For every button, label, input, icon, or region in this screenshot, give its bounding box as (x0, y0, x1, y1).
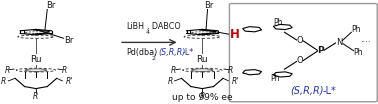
Text: LiBH: LiBH (127, 22, 145, 32)
Text: Ph: Ph (273, 18, 283, 27)
Text: up to 99% ee: up to 99% ee (172, 93, 232, 102)
Text: 4: 4 (146, 30, 150, 35)
Text: ,: , (154, 48, 159, 57)
Text: R: R (228, 66, 233, 75)
Text: R': R' (65, 77, 73, 86)
Text: Br: Br (64, 36, 74, 45)
Text: , DABCO: , DABCO (147, 22, 181, 32)
Text: Ph: Ph (353, 48, 363, 57)
Text: Ru: Ru (30, 55, 42, 64)
Text: R: R (200, 92, 205, 101)
Text: R: R (33, 92, 39, 101)
Text: H: H (229, 28, 239, 41)
Text: 2: 2 (151, 56, 155, 61)
Text: -L*: -L* (182, 48, 194, 57)
Text: O: O (296, 36, 303, 45)
Text: ....: .... (360, 35, 370, 44)
Text: (S,R,R): (S,R,R) (159, 48, 186, 57)
Text: R: R (5, 66, 10, 75)
Text: Br: Br (204, 1, 214, 10)
Text: R: R (171, 66, 177, 75)
Text: Pd(dba): Pd(dba) (127, 48, 158, 57)
Text: R': R' (232, 77, 239, 86)
Text: -L*: -L* (322, 86, 336, 96)
Text: N: N (336, 38, 342, 47)
Text: Br: Br (46, 1, 56, 10)
Text: R: R (1, 77, 6, 86)
Text: Ph: Ph (270, 74, 280, 84)
Text: (S,R,R): (S,R,R) (290, 86, 324, 96)
Text: Ru: Ru (197, 55, 208, 64)
FancyBboxPatch shape (229, 4, 377, 102)
Text: R: R (167, 77, 173, 86)
Text: O: O (296, 56, 303, 66)
Text: R: R (62, 66, 67, 75)
Text: Ph: Ph (352, 25, 361, 34)
Text: P: P (317, 46, 324, 55)
